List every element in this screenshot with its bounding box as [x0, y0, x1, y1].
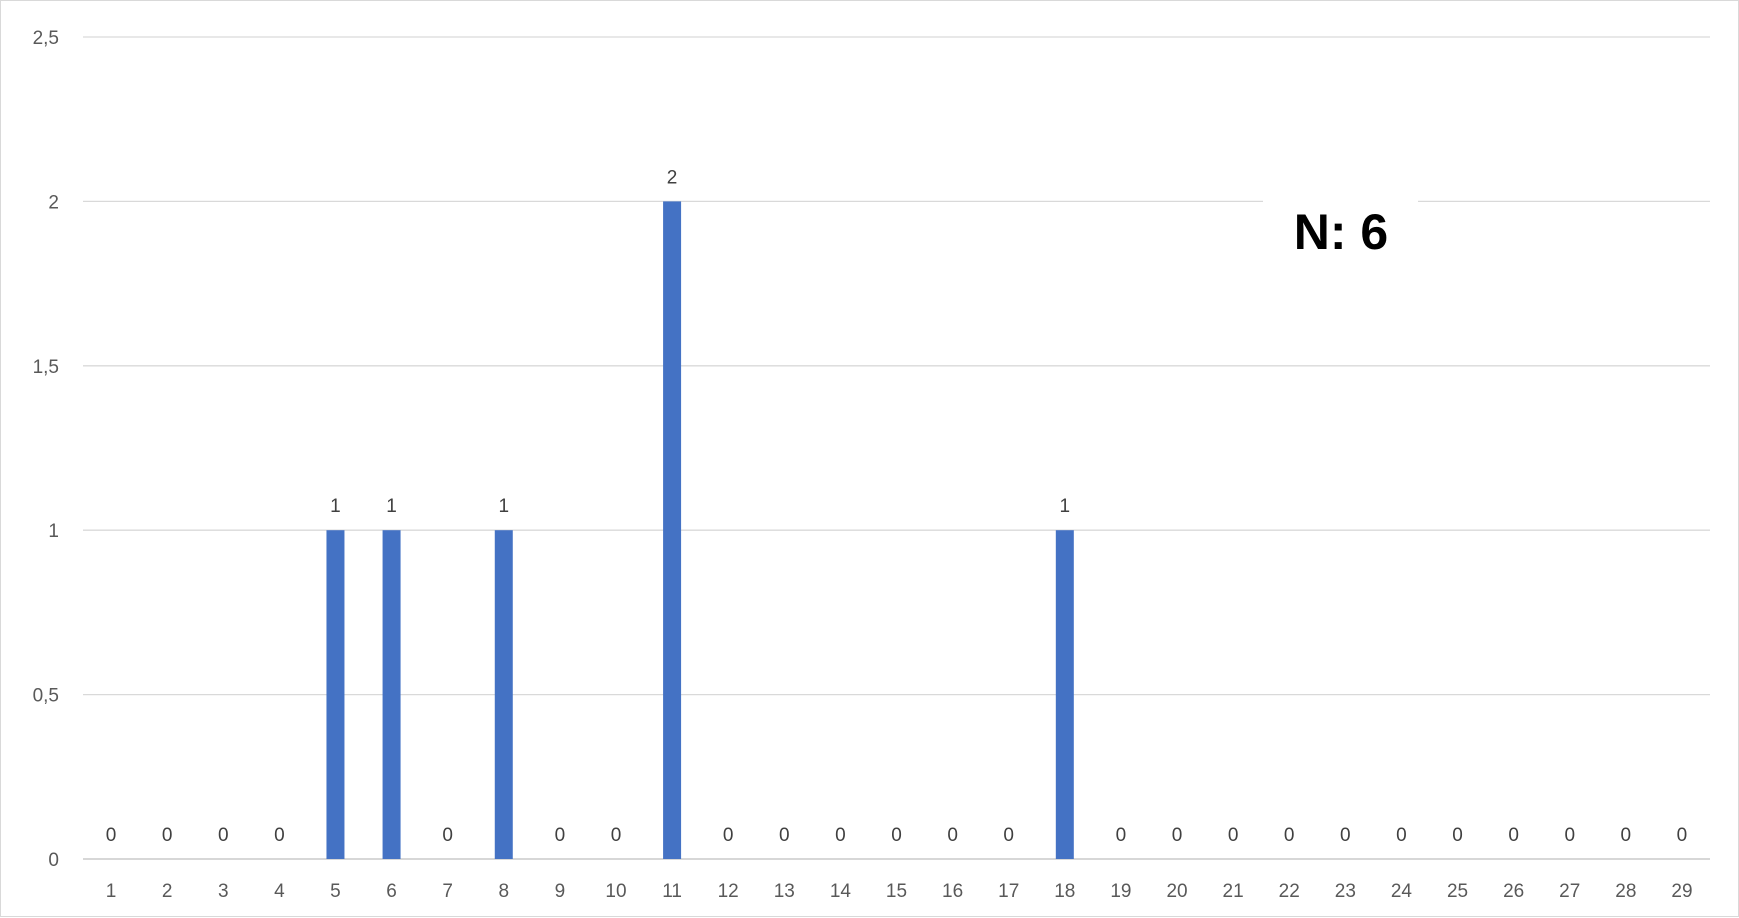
- x-tick-label: 5: [330, 881, 341, 902]
- bars: [326, 201, 1074, 859]
- x-tick-label: 13: [774, 881, 795, 902]
- data-label: 0: [1228, 825, 1239, 846]
- y-tick-label: 1,5: [33, 357, 59, 378]
- y-tick-label: 0: [48, 850, 59, 871]
- data-labels: 0 0 0 0 1 1 0 1 0 0 2 0 0 0 0 0 0 1 0 0 0 0 0 0 0 0 0 0 0: [106, 167, 1687, 846]
- x-tick-label: 23: [1335, 881, 1356, 902]
- x-tick-label: 4: [274, 881, 285, 902]
- data-label: 0: [1340, 825, 1351, 846]
- data-label: 0: [835, 825, 846, 846]
- annotation-background: [1263, 197, 1418, 267]
- x-tick-label: 19: [1110, 881, 1131, 902]
- x-tick-label: 8: [498, 881, 509, 902]
- y-tick-label: 2,5: [33, 28, 59, 49]
- annotation-group: N: 6: [1263, 197, 1418, 267]
- data-label: 0: [723, 825, 734, 846]
- x-tick-label: 2: [162, 881, 173, 902]
- x-tick-label: 14: [830, 881, 852, 902]
- data-label: 0: [555, 825, 566, 846]
- x-tick-label: 28: [1615, 881, 1636, 902]
- x-tick-label: 24: [1391, 881, 1413, 902]
- x-axis-ticks: 1 2 3 4 5 6 7 8 9 10 11 12 13 14 15 16 17 18 19 20 21 22 23 24 2…: [106, 881, 1693, 902]
- x-tick-label: 9: [555, 881, 566, 902]
- x-tick-label: 18: [1054, 881, 1075, 902]
- y-tick-label: 2: [48, 192, 59, 213]
- x-tick-label: 1: [106, 881, 117, 902]
- x-tick-label: 10: [605, 881, 626, 902]
- data-label: 0: [106, 825, 117, 846]
- bar: [382, 530, 401, 859]
- data-label: 0: [218, 825, 229, 846]
- data-label: 0: [611, 825, 622, 846]
- data-label: 0: [1284, 825, 1295, 846]
- data-label: 0: [1172, 825, 1183, 846]
- x-tick-label: 29: [1671, 881, 1692, 902]
- data-label: 0: [1452, 825, 1463, 846]
- data-label: 0: [947, 825, 958, 846]
- x-tick-label: 16: [942, 881, 963, 902]
- data-label: 0: [274, 825, 285, 846]
- bar: [1055, 530, 1074, 859]
- x-tick-label: 22: [1279, 881, 1300, 902]
- y-tick-label: 1: [48, 521, 59, 542]
- data-label: 1: [1060, 496, 1071, 517]
- y-axis-ticks: 0 0,5 1 1,5 2 2,5: [33, 28, 59, 871]
- data-label: 0: [1677, 825, 1688, 846]
- x-tick-label: 25: [1447, 881, 1468, 902]
- data-label: 0: [1621, 825, 1632, 846]
- x-tick-label: 15: [886, 881, 907, 902]
- x-tick-label: 21: [1223, 881, 1244, 902]
- data-label: 0: [1116, 825, 1127, 846]
- x-tick-label: 11: [662, 881, 682, 902]
- bar: [326, 530, 345, 859]
- x-tick-label: 12: [718, 881, 739, 902]
- data-label: 0: [779, 825, 790, 846]
- x-tick-label: 27: [1559, 881, 1580, 902]
- x-tick-label: 6: [386, 881, 397, 902]
- x-tick-label: 17: [998, 881, 1019, 902]
- data-label: 2: [667, 167, 678, 188]
- data-label: 0: [1396, 825, 1407, 846]
- annotation-text: N: 6: [1294, 204, 1388, 260]
- bar: [494, 530, 513, 859]
- data-label: 0: [891, 825, 902, 846]
- x-tick-label: 20: [1166, 881, 1187, 902]
- x-tick-label: 3: [218, 881, 229, 902]
- data-label: 0: [162, 825, 173, 846]
- data-label: 1: [330, 496, 341, 517]
- y-tick-label: 0,5: [33, 686, 59, 707]
- bar: [663, 201, 682, 859]
- x-tick-label: 7: [442, 881, 453, 902]
- data-label: 0: [1003, 825, 1014, 846]
- x-tick-label: 26: [1503, 881, 1524, 902]
- gridlines: [83, 36, 1710, 860]
- data-label: 0: [442, 825, 453, 846]
- data-label: 1: [386, 496, 397, 517]
- data-label: 1: [498, 496, 509, 517]
- data-label: 0: [1508, 825, 1519, 846]
- data-label: 0: [1564, 825, 1575, 846]
